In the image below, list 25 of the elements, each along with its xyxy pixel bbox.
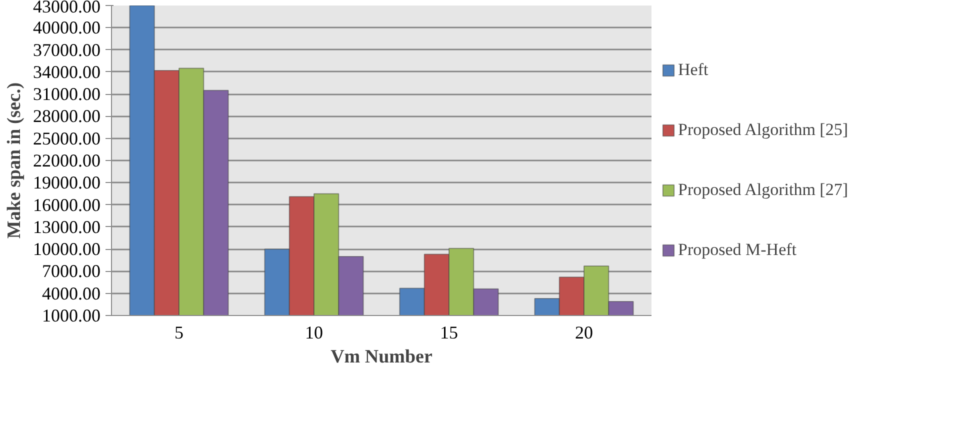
x-tick-label: 15 bbox=[440, 322, 458, 342]
y-tick-label: 13000.00 bbox=[33, 216, 100, 237]
y-tick-label: 43000.00 bbox=[33, 0, 100, 16]
y-tick-label: 28000.00 bbox=[33, 106, 100, 126]
x-axis-title: Vm Number bbox=[330, 346, 433, 368]
y-tick-label: 22000.00 bbox=[33, 150, 100, 170]
y-tick-label: 1000.00 bbox=[42, 306, 100, 326]
y-tick-label: 25000.00 bbox=[33, 128, 100, 148]
y-tick-label: 16000.00 bbox=[33, 194, 100, 215]
y-tick-label: 7000.00 bbox=[42, 261, 100, 282]
x-tick-label: 5 bbox=[174, 322, 184, 342]
x-tick-label: 20 bbox=[575, 322, 593, 342]
legend-label: Proposed Algorithm [27] bbox=[678, 180, 848, 200]
legend-label: Heft bbox=[678, 60, 708, 80]
y-tick-label: 40000.00 bbox=[33, 18, 100, 38]
y-tick-label: 4000.00 bbox=[42, 283, 100, 304]
y-tick-label: 10000.00 bbox=[33, 239, 100, 260]
legend-label: Proposed M-Heft bbox=[678, 240, 797, 260]
x-tick-label: 10 bbox=[305, 322, 323, 342]
y-tick-label: 34000.00 bbox=[33, 62, 100, 82]
y-tick-label: 31000.00 bbox=[33, 84, 100, 104]
y-axis-title: Make span in (sec.) bbox=[4, 82, 25, 239]
legend-label: Proposed Algorithm [25] bbox=[678, 120, 848, 140]
y-tick-label: 37000.00 bbox=[33, 40, 100, 60]
y-tick-label: 19000.00 bbox=[33, 172, 100, 193]
